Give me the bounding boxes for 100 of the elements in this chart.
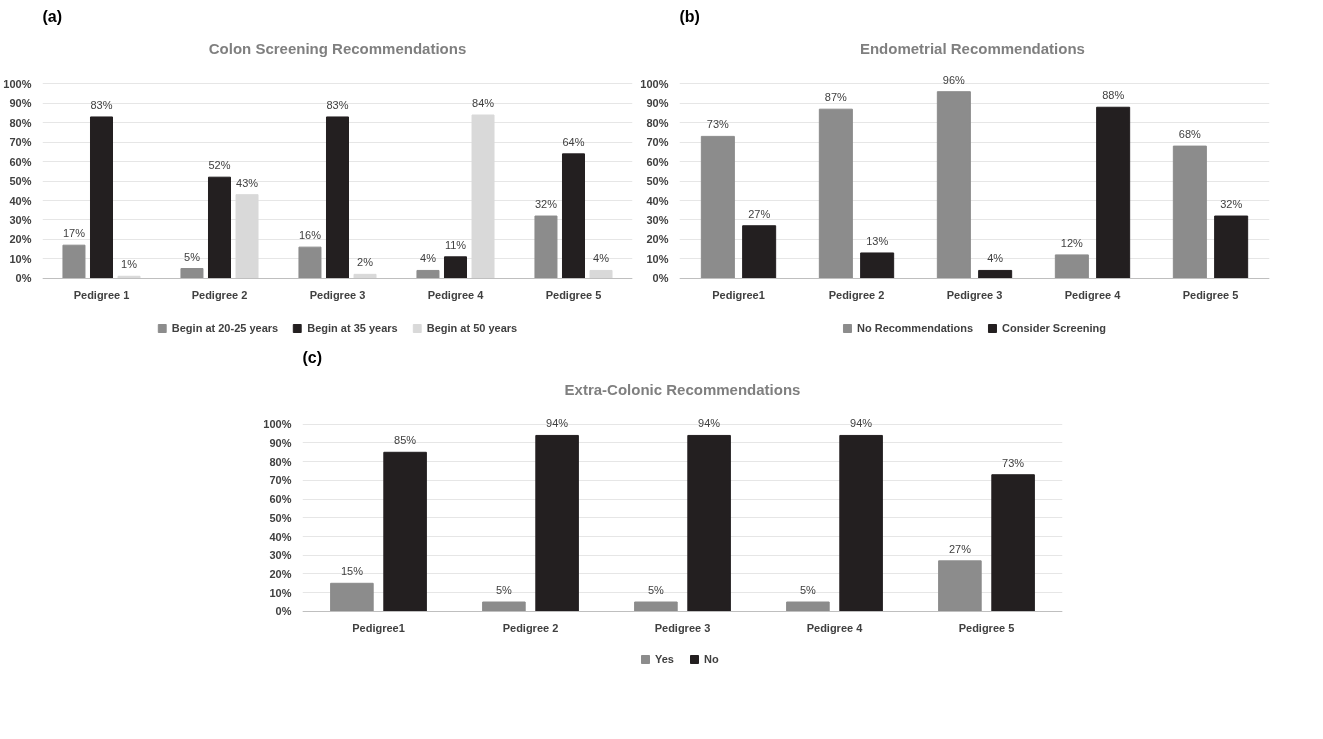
y-tick-label: 40% (9, 194, 32, 207)
data-label: 5% (184, 250, 201, 263)
y-tick-label: 0% (15, 272, 32, 285)
y-tick-label: 30% (646, 213, 669, 226)
text: (a) (42, 7, 63, 25)
x-tick-label: Pedigree1 (712, 289, 765, 302)
y-tick-label: 80% (9, 116, 32, 129)
data-label: 32% (534, 198, 558, 211)
x-tick-label: Pedigree 2 (828, 289, 885, 302)
bar (991, 474, 1035, 612)
data-label: 1% (121, 258, 138, 271)
x-tick-label: Pedigree 4 (806, 622, 864, 635)
data-label: 12% (1060, 236, 1084, 249)
data-label: 11% (444, 238, 467, 251)
text: (b) (679, 7, 700, 25)
y-tick-label: 60% (646, 155, 669, 168)
y-tick-label: 90% (9, 97, 32, 110)
x-tick-label: Pedigree 5 (958, 622, 1015, 635)
data-label: 83% (326, 98, 349, 111)
y-tick-label: 100% (3, 77, 32, 90)
y-tick-label: 40% (269, 530, 292, 543)
data-label: 84% (472, 97, 495, 110)
data-label: 85% (394, 434, 417, 447)
legend-label: Begin at 50 years (426, 322, 518, 334)
legend-label: Consider Screening (1002, 322, 1107, 334)
x-tick-label: Pedigree 3 (946, 289, 1003, 302)
data-label: 13% (866, 234, 889, 247)
data-label: 2% (357, 256, 374, 269)
legend-label: Begin at 35 years (307, 322, 398, 334)
bar (818, 108, 853, 279)
bar (742, 225, 777, 279)
data-label: 83% (90, 98, 113, 111)
data-label: 94% (698, 417, 721, 430)
y-tick-label: 60% (269, 493, 292, 506)
bar (860, 252, 895, 279)
data-label: 27% (748, 207, 771, 220)
data-label: 73% (706, 118, 730, 131)
data-label: 32% (1220, 198, 1243, 211)
x-tick-label: Pedigree 2 (191, 289, 248, 302)
bar (180, 268, 204, 279)
bar (1214, 215, 1249, 279)
chart-title: Extra-Colonic Recommendations (564, 380, 801, 398)
bar (534, 215, 558, 279)
y-tick-label: 20% (269, 567, 292, 580)
y-tick-label: 10% (9, 252, 32, 265)
data-label: 94% (546, 417, 569, 430)
bar (786, 601, 830, 612)
bar (634, 601, 678, 612)
data-label: 87% (824, 91, 848, 104)
bar (207, 176, 232, 279)
data-label: 4% (420, 252, 437, 265)
data-label: 16% (298, 229, 322, 242)
y-tick-label: 10% (646, 252, 669, 265)
y-tick-label: 80% (646, 116, 669, 129)
bar (330, 582, 374, 612)
legend-label: No Recommendations (856, 322, 974, 334)
y-tick-label: 60% (9, 155, 32, 168)
x-tick-label: Pedigree 3 (309, 289, 366, 302)
bar (561, 153, 586, 279)
x-tick-label: Pedigree 5 (545, 289, 602, 302)
y-tick-label: 20% (646, 233, 669, 246)
x-tick-label: Pedigree1 (352, 622, 405, 635)
bar (298, 246, 322, 279)
y-tick-label: 70% (269, 474, 292, 487)
y-tick-label: 0% (652, 272, 669, 285)
data-label: 5% (799, 584, 817, 596)
y-tick-label: 90% (646, 97, 669, 110)
data-label: 17% (62, 227, 86, 240)
data-label: 52% (208, 159, 231, 172)
bar (936, 91, 971, 279)
bar (62, 244, 86, 279)
y-tick-label: 40% (646, 194, 669, 207)
x-tick-label: Pedigree 1 (73, 289, 130, 302)
bar (89, 116, 114, 279)
bar (482, 601, 526, 612)
x-tick-label: Pedigree 2 (502, 622, 559, 635)
x-tick-label: Pedigree 5 (1182, 289, 1239, 302)
y-tick-label: 0% (275, 605, 292, 618)
data-label: 4% (987, 252, 1004, 265)
chart-title: Endometrial Recommendations (859, 39, 1085, 57)
y-tick-label: 50% (269, 511, 292, 524)
data-label: 43% (236, 176, 259, 189)
y-tick-label: 30% (269, 549, 292, 562)
bar (938, 560, 982, 612)
y-tick-label: 50% (9, 175, 32, 188)
data-label: 96% (942, 73, 966, 86)
bar (443, 256, 468, 279)
bar (700, 135, 735, 279)
bar (978, 269, 1013, 279)
bar (1096, 106, 1131, 279)
data-label: 68% (1178, 128, 1202, 141)
y-tick-label: 10% (269, 586, 292, 599)
bar (471, 114, 495, 279)
bar (589, 269, 613, 279)
x-tick-label: Pedigree 4 (1064, 289, 1122, 302)
legend-label: No (704, 653, 720, 665)
bar (416, 269, 440, 279)
data-label: 5% (647, 584, 665, 596)
bar (1172, 145, 1207, 279)
bar (383, 451, 427, 612)
